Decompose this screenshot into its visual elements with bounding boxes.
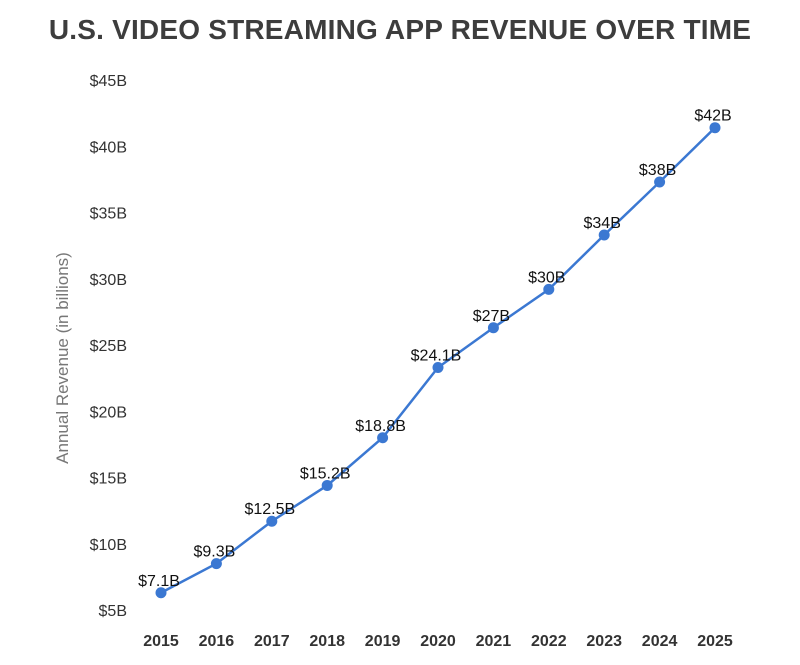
x-tick-label: 2017 bbox=[254, 633, 290, 650]
data-label: $34B bbox=[584, 215, 621, 232]
chart-title: U.S. VIDEO STREAMING APP REVENUE OVER TI… bbox=[48, 14, 752, 45]
x-tick-label: 2021 bbox=[476, 633, 512, 650]
data-point bbox=[266, 515, 278, 527]
y-tick-label: $15B bbox=[90, 471, 127, 488]
y-tick-label: $30B bbox=[90, 272, 127, 289]
x-tick-label: 2019 bbox=[365, 633, 401, 650]
data-label: $30B bbox=[528, 269, 565, 286]
y-tick-label: $40B bbox=[90, 139, 127, 156]
data-label: $9.3B bbox=[193, 544, 235, 561]
data-label: $15.2B bbox=[300, 465, 351, 482]
x-axis: 2015 2016 2017 2018 2019 2020 2021 2022 2023 2024… bbox=[143, 633, 733, 650]
data-label: $24.1B bbox=[411, 348, 462, 365]
y-axis: $5B $10B $15B $20B $25B $30B $35B $40B $45B bbox=[90, 73, 127, 620]
x-tick-label: 2018 bbox=[309, 633, 345, 650]
data-point bbox=[377, 432, 389, 444]
data-point bbox=[210, 558, 222, 570]
data-point bbox=[709, 122, 721, 134]
x-tick-label: 2023 bbox=[586, 633, 622, 650]
data-point bbox=[321, 479, 333, 491]
x-tick-label: 2020 bbox=[420, 633, 456, 650]
data-point bbox=[543, 283, 555, 295]
data-point bbox=[155, 587, 167, 599]
x-tick-label: 2025 bbox=[697, 633, 733, 650]
y-tick-label: $25B bbox=[90, 338, 127, 355]
data-point bbox=[598, 229, 610, 241]
data-label: $18.8B bbox=[355, 418, 406, 435]
data-label: $27B bbox=[473, 308, 510, 325]
data-label: $42B bbox=[694, 108, 731, 125]
y-tick-label: $5B bbox=[99, 603, 127, 620]
data-point bbox=[432, 362, 444, 374]
data-label: $12.5B bbox=[244, 501, 295, 518]
y-tick-label: $35B bbox=[90, 206, 127, 223]
series-revenue bbox=[155, 122, 721, 599]
data-point bbox=[654, 176, 666, 188]
x-tick-label: 2024 bbox=[642, 633, 678, 650]
x-tick-label: 2022 bbox=[531, 633, 567, 650]
y-axis-title: Annual Revenue (in billions) bbox=[53, 252, 72, 464]
data-label: $7.1B bbox=[138, 573, 180, 590]
y-tick-label: $20B bbox=[90, 404, 127, 421]
data-labels: $7.1B $9.3B $12.5B $15.2B $18.8B $24.1B $27B $3… bbox=[138, 108, 732, 590]
x-tick-label: 2016 bbox=[199, 633, 235, 650]
data-label: $38B bbox=[639, 162, 676, 179]
x-tick-label: 2015 bbox=[143, 633, 179, 650]
y-tick-label: $45B bbox=[90, 73, 127, 90]
y-tick-label: $10B bbox=[90, 537, 127, 554]
data-point bbox=[487, 322, 499, 334]
